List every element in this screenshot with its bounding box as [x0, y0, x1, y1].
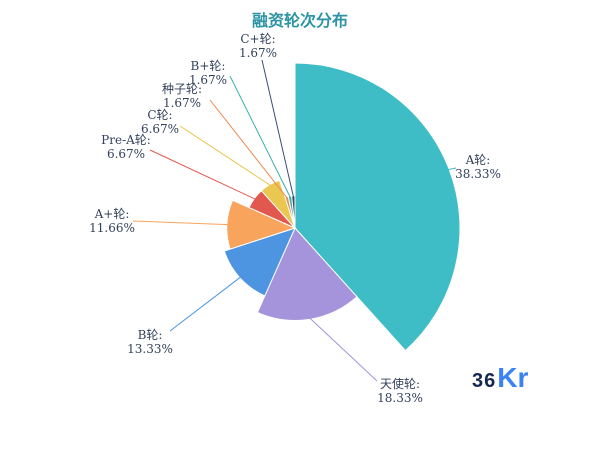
- logo-36-text: 36: [472, 370, 497, 392]
- logo-kr-text: Kr: [497, 362, 529, 393]
- label-line-C轮: [179, 125, 271, 186]
- slice-label-B+轮: B+轮: 1.67%: [189, 59, 227, 87]
- slice-label-C+轮: C+轮: 1.67%: [239, 32, 277, 60]
- slice-label-Pre-A轮: Pre-A轮: 6.67%: [101, 133, 151, 161]
- pie-slice-天使轮[interactable]: [256, 227, 358, 321]
- 36kr-logo: 36 Kr: [472, 362, 528, 394]
- slice-label-B轮: B轮: 13.33%: [127, 328, 173, 356]
- chart-title: 融资轮次分布: [251, 11, 348, 30]
- slice-label-A+轮: A+轮: 11.66%: [89, 207, 135, 235]
- label-line-Pre-A轮: [149, 149, 256, 200]
- slice-label-A轮: A轮: 38.33%: [455, 153, 501, 181]
- label-line-天使轮: [308, 317, 378, 382]
- label-line-A+轮: [132, 220, 229, 226]
- label-line-B轮: [169, 276, 242, 332]
- label-line-A轮: [445, 167, 457, 171]
- slice-label-C轮: C轮: 6.67%: [141, 108, 179, 136]
- label-line-C+轮: [261, 59, 294, 197]
- label-line-种子轮: [209, 99, 288, 199]
- slice-label-种子轮: 种子轮: 1.67%: [162, 82, 202, 110]
- label-line-B+轮: [229, 75, 291, 198]
- pie-slice-A轮[interactable]: [294, 62, 461, 352]
- slice-label-天使轮: 天使轮: 18.33%: [377, 376, 423, 405]
